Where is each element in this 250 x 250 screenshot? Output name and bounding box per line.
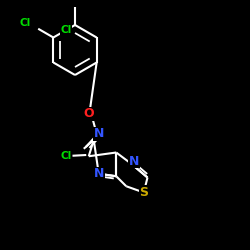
Text: N: N	[94, 167, 104, 180]
Text: Cl: Cl	[60, 151, 72, 161]
Text: S: S	[139, 186, 148, 199]
Text: N: N	[94, 127, 104, 140]
Text: N: N	[128, 155, 139, 168]
Text: Cl: Cl	[20, 18, 30, 28]
Text: O: O	[84, 107, 94, 120]
Text: Cl: Cl	[60, 25, 72, 35]
